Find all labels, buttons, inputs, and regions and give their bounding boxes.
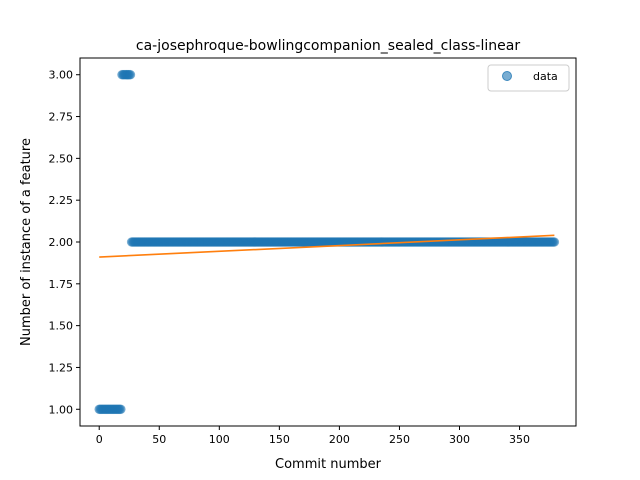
fit-line: [99, 234, 555, 258]
y-tick-label: 2.00: [49, 236, 74, 249]
x-tick-label: 150: [269, 433, 290, 446]
data-point: [549, 237, 560, 247]
x-tick-label: 250: [389, 433, 410, 446]
y-axis-label: Number of instance of a feature: [19, 138, 34, 346]
data-point: [125, 69, 136, 80]
y-tick-label: 1.00: [49, 403, 74, 416]
x-tick-label: 0: [96, 433, 103, 446]
x-tick-label: 200: [329, 433, 350, 446]
x-tick-label: 100: [209, 433, 230, 446]
y-tick-label: 2.50: [49, 152, 74, 165]
y-tick-label: 1.75: [49, 278, 74, 291]
y-tick-label: 1.25: [49, 361, 74, 374]
legend-marker-data: [502, 71, 512, 81]
legend: data: [487, 64, 570, 92]
x-tick-label: 350: [509, 433, 530, 446]
y-tick-label: 3.00: [49, 69, 74, 82]
legend-label-data: data: [533, 70, 558, 83]
chart-title: ca-josephroque-bowlingcompanion_sealed_c…: [136, 38, 520, 54]
x-axis-label: Commit number: [275, 457, 382, 472]
data-point: [116, 404, 126, 415]
x-tick-label: 300: [449, 433, 470, 446]
plot-area: [94, 69, 560, 415]
y-tick-label: 2.25: [49, 194, 74, 207]
y-tick-label: 1.50: [49, 320, 74, 333]
x-tick-label: 50: [152, 433, 166, 446]
y-tick-label: 2.75: [49, 111, 74, 124]
